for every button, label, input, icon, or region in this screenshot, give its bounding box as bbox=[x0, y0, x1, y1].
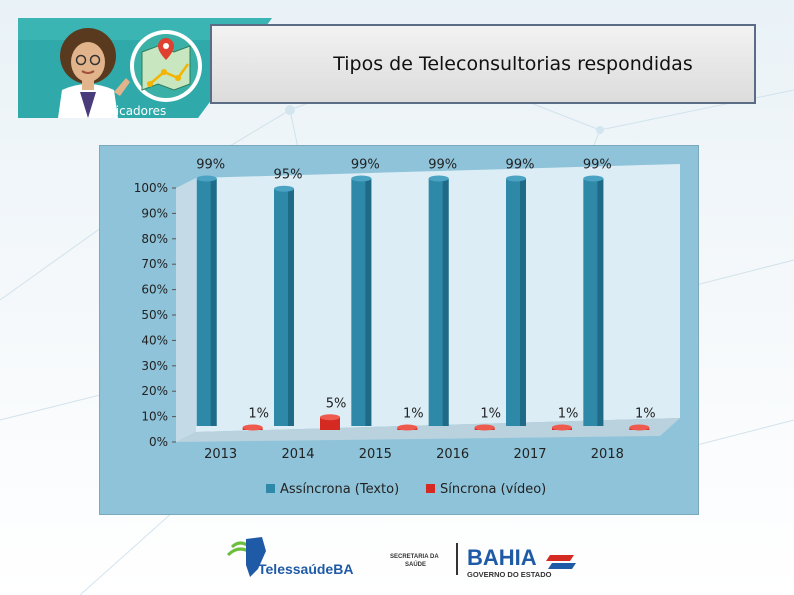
bar-series1-shade bbox=[597, 178, 604, 426]
bar-chart: 0% 10% 20% 30% 40% 50% 60% 70% 80% 90% 100% 2013 99%… bbox=[134, 158, 680, 497]
bar-series1-top bbox=[274, 185, 294, 192]
y-tick-label: 60% bbox=[141, 283, 168, 297]
title-box: Tipos de Teleconsultorias respondidas bbox=[210, 24, 756, 104]
x-tick-label: 2013 bbox=[204, 447, 237, 462]
chart-container: 0% 10% 20% 30% 40% 50% 60% 70% 80% 90% 100% 2013 99%… bbox=[99, 145, 699, 515]
bar-series2-top bbox=[320, 414, 340, 421]
plot-floor bbox=[176, 418, 680, 442]
telessaude-logo: TelessaúdeBA bbox=[226, 537, 353, 577]
indicadores-badge bbox=[18, 18, 272, 118]
legend-swatch bbox=[426, 484, 435, 493]
governo-text: GOVERNO DO ESTADO bbox=[467, 570, 552, 579]
y-tick-label: 30% bbox=[141, 359, 168, 373]
bar-series2-top bbox=[474, 424, 495, 431]
data-label-series1: 99% bbox=[196, 158, 225, 173]
data-label-series2: 1% bbox=[480, 406, 501, 421]
x-tick-label: 2016 bbox=[436, 447, 469, 462]
bar-series2 bbox=[320, 417, 340, 430]
y-tick-label: 80% bbox=[141, 232, 168, 246]
bar-series1-shade bbox=[365, 178, 372, 426]
y-tick-label: 20% bbox=[141, 384, 168, 398]
bahia-logo: BAHIA GOVERNO DO ESTADO bbox=[467, 545, 576, 579]
bar-series1-top bbox=[506, 175, 526, 182]
legend-label: Síncrona (vídeo) bbox=[440, 482, 546, 497]
data-label-series2: 1% bbox=[558, 406, 579, 421]
data-label-series2: 1% bbox=[403, 406, 424, 421]
badge-label: Indicadores bbox=[97, 104, 167, 118]
y-tick-label: 0% bbox=[149, 435, 168, 449]
data-label-series2: 5% bbox=[326, 396, 347, 411]
bar-series2-top bbox=[552, 424, 572, 431]
bahia-logo-text: BAHIA bbox=[467, 545, 537, 570]
page-title: Tipos de Teleconsultorias respondidas bbox=[333, 53, 693, 75]
x-tick-label: 2014 bbox=[281, 447, 314, 462]
bar-series1-top bbox=[583, 175, 604, 182]
legend-label: Assíncrona (Texto) bbox=[280, 482, 399, 497]
y-tick-label: 70% bbox=[141, 257, 168, 271]
bar-series1-shade bbox=[288, 188, 294, 426]
secretaria-logo: SECRETARIA DA SAÚDE bbox=[390, 543, 458, 575]
data-label-series2: 1% bbox=[635, 406, 656, 421]
data-label-series2: 1% bbox=[248, 406, 269, 421]
bar-series1-shade bbox=[442, 178, 449, 426]
map-location-icon bbox=[130, 30, 202, 102]
data-label-series1: 99% bbox=[506, 158, 535, 173]
y-tick-label: 50% bbox=[141, 308, 168, 322]
x-tick-label: 2015 bbox=[359, 447, 392, 462]
data-label-series1: 99% bbox=[351, 158, 380, 173]
bar-series1-shade bbox=[210, 178, 217, 426]
footer-logos: TelessaúdeBA SECRETARIA DA SAÚDE BAHIA G… bbox=[226, 537, 576, 579]
telessaude-logo-text: TelessaúdeBA bbox=[258, 561, 353, 577]
y-tick-label: 100% bbox=[134, 181, 168, 195]
bar-series2-top bbox=[629, 424, 650, 431]
bar-series1-top bbox=[428, 175, 449, 182]
y-tick-label: 10% bbox=[141, 410, 168, 424]
y-tick-label: 40% bbox=[141, 333, 168, 347]
x-tick-label: 2017 bbox=[513, 447, 546, 462]
x-tick-label: 2018 bbox=[591, 447, 624, 462]
bar-series1-top bbox=[351, 175, 372, 182]
data-label-series1: 99% bbox=[583, 158, 612, 173]
legend-swatch bbox=[266, 484, 275, 493]
data-label-series1: 95% bbox=[274, 168, 303, 183]
bar-series2-top bbox=[242, 424, 263, 431]
y-tick-label: 90% bbox=[141, 206, 168, 220]
bar-series1-top bbox=[196, 175, 217, 182]
bar-series2-top bbox=[397, 424, 418, 431]
plot-side-wall bbox=[176, 178, 196, 442]
secretaria-line2: SAÚDE bbox=[405, 561, 426, 568]
bar-series1-shade bbox=[520, 178, 526, 426]
secretaria-line1: SECRETARIA DA bbox=[390, 554, 439, 560]
doctor-character-icon bbox=[58, 28, 130, 118]
data-label-series1: 99% bbox=[428, 158, 457, 173]
